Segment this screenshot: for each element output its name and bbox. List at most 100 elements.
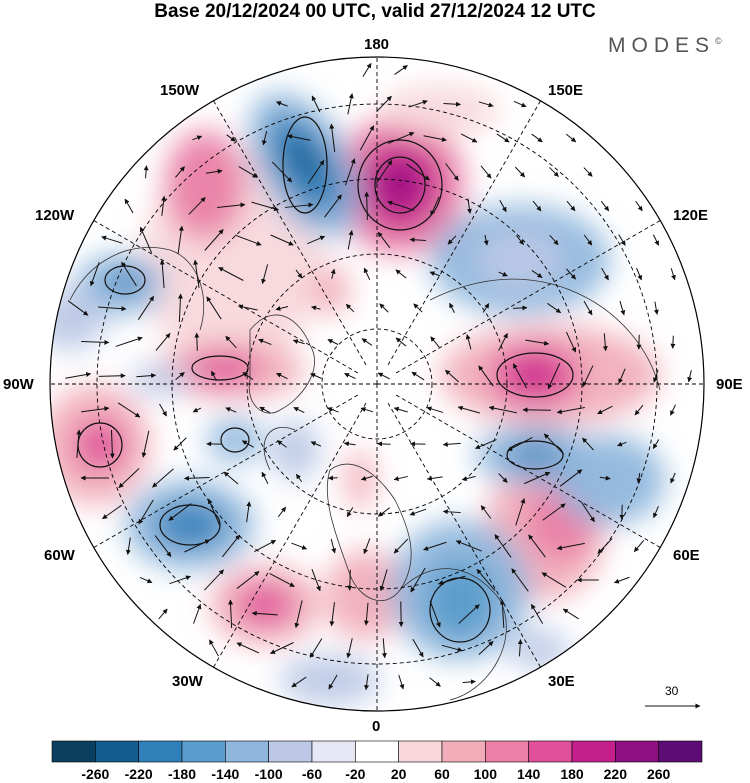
wind-arrow — [393, 538, 409, 554]
wind-arrow — [478, 641, 494, 655]
wind-arrow — [395, 269, 407, 279]
wind-arrow — [566, 268, 576, 280]
colorbar-swatch — [181, 740, 226, 763]
wind-arrow — [276, 372, 288, 380]
wind-arrow — [441, 644, 463, 652]
wind-arrow — [291, 676, 307, 688]
wind-arrow — [670, 404, 676, 416]
wind-vectors — [65, 62, 693, 691]
wind-arrow — [67, 300, 89, 316]
wind-arrow — [184, 539, 211, 553]
colorbar-swatch — [441, 740, 486, 763]
wind-arrow — [670, 268, 676, 281]
wind-arrow — [562, 608, 579, 620]
wind-arrow — [361, 338, 373, 346]
anomaly-blob — [155, 503, 225, 547]
colorbar-tick-label: -180 — [167, 766, 197, 782]
wind-arrow — [549, 234, 559, 246]
wind-arrow — [276, 440, 287, 448]
wind-arrow — [482, 303, 490, 313]
wind-arrow — [343, 441, 356, 447]
wind-arrow — [271, 161, 293, 183]
wind-arrow — [177, 225, 184, 254]
wind-arrow — [583, 234, 593, 246]
wind-arrow — [498, 332, 508, 351]
wind-arrow — [293, 406, 305, 414]
wind-arrow — [494, 534, 512, 558]
wind-arrow — [363, 602, 369, 626]
colorbar-swatch — [51, 740, 96, 763]
wind-arrow — [460, 133, 478, 143]
wind-arrow — [498, 271, 508, 277]
wind-arrow — [138, 499, 154, 525]
wind-arrow — [517, 639, 523, 657]
wind-arrow — [582, 365, 594, 387]
wind-arrow — [635, 200, 643, 212]
colorbar-tick-label: -260 — [81, 766, 110, 782]
wind-arrow — [242, 372, 254, 380]
wind-arrow — [98, 373, 126, 379]
wind-arrow — [159, 403, 167, 417]
wind-arrow — [652, 234, 660, 246]
wind-arrow — [330, 268, 336, 279]
wind-arrow — [566, 200, 576, 212]
wind-arrow — [237, 304, 258, 311]
wind-arrow — [347, 230, 354, 250]
colorbar — [51, 740, 703, 763]
wind-arrow — [363, 538, 371, 555]
wind-arrow — [324, 194, 342, 218]
wind-arrow — [461, 475, 476, 481]
wind-arrow — [423, 135, 447, 142]
wind-arrow — [670, 335, 676, 349]
lon-label-120e: 120E — [673, 207, 709, 224]
anomaly-blob — [288, 137, 322, 183]
wind-arrow — [387, 200, 415, 211]
lon-label-120w: 120W — [35, 207, 75, 224]
wind-arrow — [442, 441, 461, 447]
wind-arrow — [137, 295, 155, 320]
wind-arrow — [375, 160, 393, 184]
wind-arrow — [478, 365, 494, 387]
wind-arrow — [205, 168, 223, 174]
contour-line — [220, 427, 250, 453]
colorbar-tick-label: 220 — [603, 766, 627, 782]
wind-arrow — [633, 540, 645, 553]
wind-arrow — [430, 336, 440, 348]
wind-arrow — [154, 535, 172, 557]
wind-arrow — [597, 405, 613, 415]
colorbar-tick-label: -100 — [254, 766, 283, 782]
wind-arrow — [547, 363, 561, 390]
wind-arrow — [653, 506, 659, 519]
wind-arrow — [228, 599, 234, 629]
latitude-circle — [246, 253, 508, 515]
wind-arrow — [429, 677, 441, 687]
wind-arrow — [97, 306, 127, 312]
wind-arrow — [466, 198, 472, 214]
wind-arrow — [478, 101, 494, 108]
wind-arrow — [447, 235, 457, 245]
wind-arrow — [364, 674, 370, 691]
wind-arrow — [507, 436, 533, 452]
colorbar-tick-label: -60 — [301, 766, 323, 782]
wind-arrow — [377, 231, 391, 249]
wind-arrow — [223, 471, 239, 485]
anomaly-blob — [380, 85, 500, 135]
coastline — [69, 247, 205, 331]
wind-arrow — [443, 101, 462, 107]
wind-arrow — [652, 439, 660, 449]
wind-arrow — [581, 501, 595, 523]
wind-arrow — [408, 99, 428, 108]
wind-arrow — [204, 569, 224, 591]
anomaly-blob — [165, 130, 245, 240]
wind-arrow — [480, 505, 492, 519]
contour-line — [357, 139, 443, 231]
wind-arrow — [480, 165, 492, 179]
wind-arrow — [406, 163, 430, 181]
wind-arrow — [543, 433, 565, 455]
wind-arrow — [270, 642, 294, 654]
anomaly-blob — [510, 630, 570, 670]
wind-arrow — [377, 372, 390, 380]
anomaly-blob — [310, 265, 350, 315]
wind-arrow — [583, 167, 593, 177]
colorbar-tick-label: -220 — [124, 766, 153, 782]
